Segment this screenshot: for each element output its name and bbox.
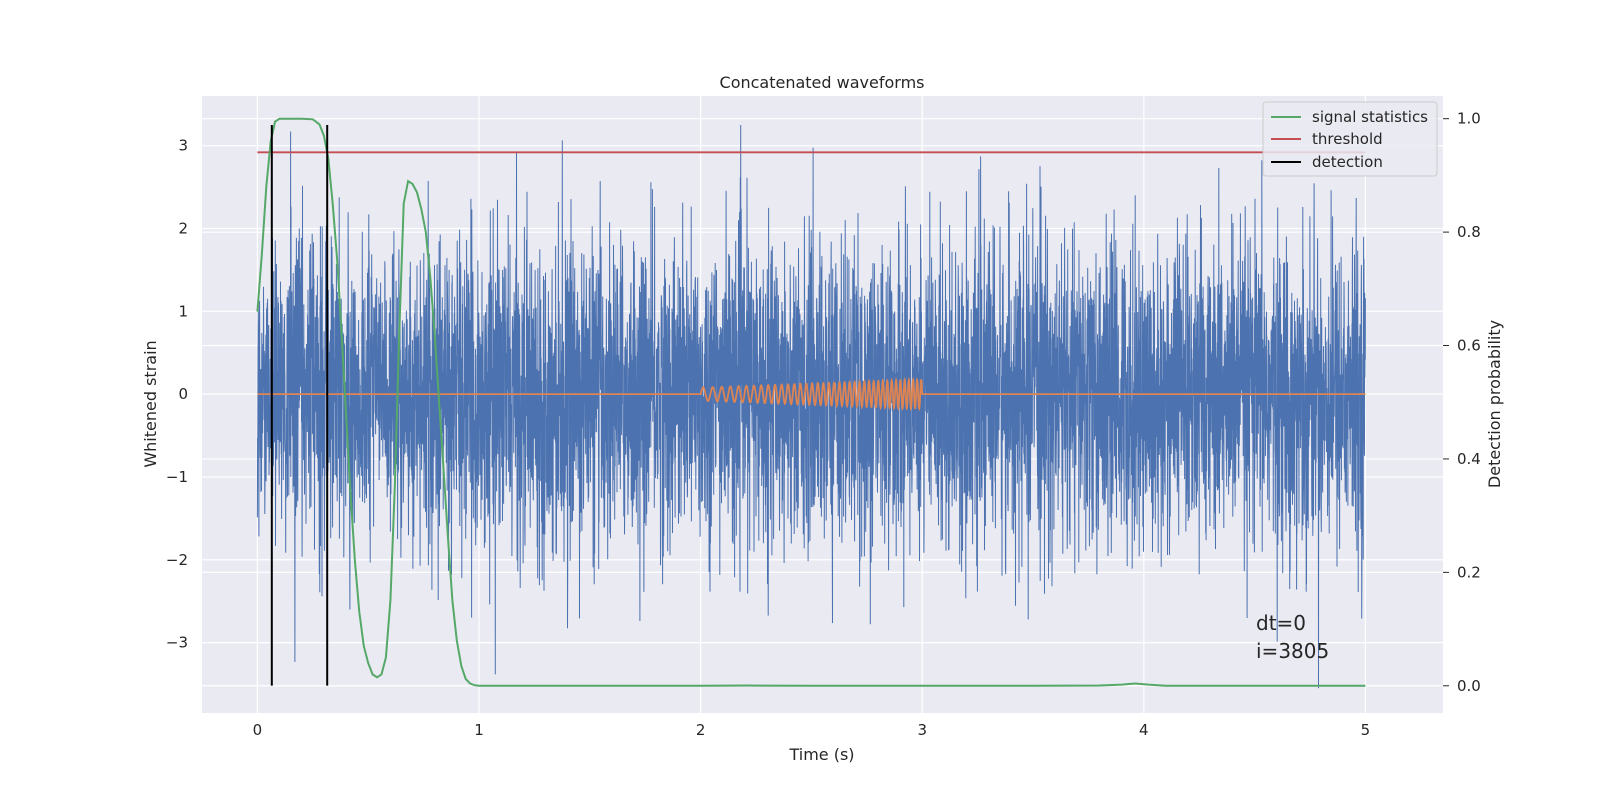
y-right-tick-label: 0.0 (1457, 677, 1481, 695)
legend-label-threshold: threshold (1312, 130, 1383, 148)
series-injected-waveform (257, 376, 1366, 412)
y-right-tick-label: 1.0 (1457, 110, 1481, 128)
series-signal-statistics (256, 117, 1366, 687)
chart-title: Concatenated waveforms (720, 73, 925, 92)
y-axis-label: Whitened strain (141, 340, 160, 467)
x-tick-label: 4 (1139, 721, 1149, 739)
y-right-tick-label: 0.8 (1457, 223, 1481, 241)
annotation-index: i=3805 (1256, 639, 1329, 663)
x-tick-label: 0 (253, 721, 263, 739)
y-tick-label: −1 (166, 468, 188, 486)
x-tick-label: 5 (1361, 721, 1371, 739)
legend-label-signal-statistics: signal statistics (1312, 108, 1428, 126)
y-axis-label-right: Detection probability (1485, 320, 1504, 488)
y-tick-label: 0 (178, 385, 188, 403)
y-tick-label: 3 (178, 137, 188, 155)
legend: signal statistics threshold detection (1262, 101, 1438, 177)
y-tick-label: −2 (166, 551, 188, 569)
y-right-tick-label: 0.2 (1457, 563, 1481, 581)
y-right-tick-label: 0.6 (1457, 337, 1481, 355)
x-tick-label: 1 (474, 721, 484, 739)
y-tick-label: 2 (178, 220, 188, 238)
legend-frame (1262, 101, 1438, 177)
plot-lines (256, 117, 1366, 689)
legend-label-detection: detection (1312, 153, 1383, 171)
annotation-dt: dt=0 (1256, 611, 1306, 635)
x-axis-label: Time (s) (788, 745, 854, 764)
axes-ticks: 0 1 2 3 4 5 −3 −2 −1 0 1 2 3 0.0 0.2 0.4 0.6 0.8 1.0 (166, 110, 1481, 739)
x-tick-label: 2 (696, 721, 706, 739)
x-tick-label: 3 (917, 721, 927, 739)
y-tick-label: −3 (166, 634, 188, 652)
y-right-tick-label: 0.4 (1457, 450, 1481, 468)
y-tick-label: 1 (178, 302, 188, 320)
